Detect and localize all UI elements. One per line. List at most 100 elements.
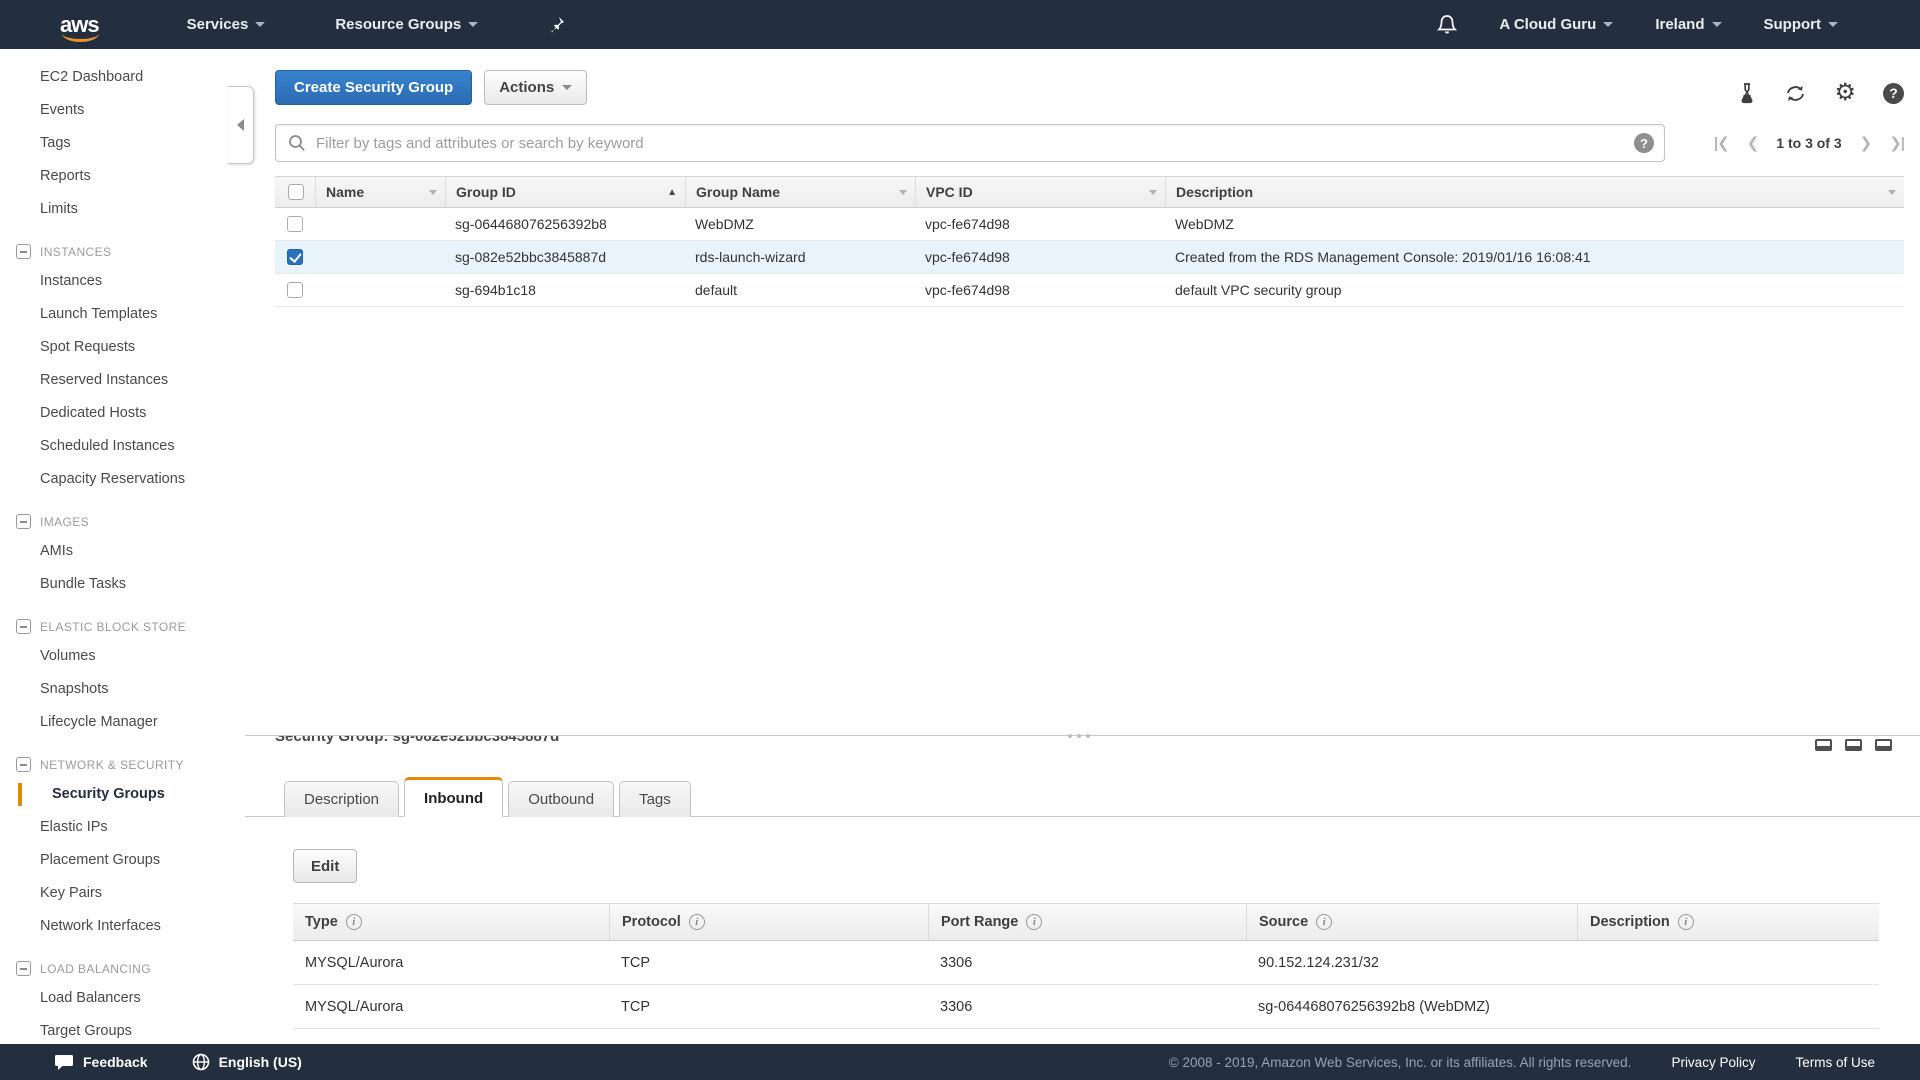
sidebar-item-dedicated-hosts[interactable]: Dedicated Hosts xyxy=(40,405,147,421)
table-row-selected[interactable]: sg-082e52bbc3845887d rds-launch-wizard v… xyxy=(275,241,1904,274)
sidebar-item-key-pairs[interactable]: Key Pairs xyxy=(40,885,103,901)
sidebar-item-amis[interactable]: AMIs xyxy=(40,543,74,559)
sidebar-item-bundle-tasks[interactable]: Bundle Tasks xyxy=(40,576,126,592)
nav-support-menu[interactable]: Support xyxy=(1764,16,1838,33)
settings-gear-icon[interactable]: ⚙ xyxy=(1834,79,1856,106)
first-page-button[interactable]: |❮ xyxy=(1713,135,1730,152)
sidebar-item-tags[interactable]: Tags xyxy=(40,135,71,151)
sidebar-item-load-balancers[interactable]: Load Balancers xyxy=(40,990,141,1006)
row-checkbox-checked[interactable] xyxy=(287,249,303,265)
sidebar-item-ec2-dashboard[interactable]: EC2 Dashboard xyxy=(40,69,144,85)
table-row[interactable]: sg-064468076256392b8 WebDMZ vpc-fe674d98… xyxy=(275,208,1904,241)
panel-minimize-icon[interactable] xyxy=(1815,739,1832,751)
select-all-checkbox[interactable] xyxy=(288,184,304,200)
tab-inbound[interactable]: Inbound xyxy=(404,777,504,817)
sidebar-item-security-groups[interactable]: Security Groups xyxy=(0,778,245,811)
table-row[interactable]: sg-694b1c18 default vpc-fe674d98 default… xyxy=(275,274,1904,307)
sidebar-item-launch-templates[interactable]: Launch Templates xyxy=(40,306,158,322)
edit-button[interactable]: Edit xyxy=(293,849,358,883)
section-label: INSTANCES xyxy=(40,244,112,259)
row-checkbox[interactable] xyxy=(287,216,303,232)
last-page-button[interactable]: ❯| xyxy=(1889,135,1905,152)
panel-split-icon[interactable] xyxy=(1845,739,1862,751)
filter-row: ? |❮ ❮ 1 to 3 of 3 ❯ ❯| xyxy=(275,124,1905,162)
sidebar-collapse-button[interactable] xyxy=(228,86,254,164)
sidebar-item-lifecycle-manager[interactable]: Lifecycle Manager xyxy=(40,714,158,730)
column-header-name[interactable]: Name xyxy=(315,177,445,207)
collapse-section-icon[interactable] xyxy=(16,514,31,529)
sidebar-item-network-interfaces[interactable]: Network Interfaces xyxy=(40,918,161,934)
column-header-description[interactable]: Description xyxy=(1165,177,1904,207)
notifications-bell-icon[interactable] xyxy=(1437,14,1458,36)
next-page-button[interactable]: ❯ xyxy=(1859,135,1873,152)
cell-vpc-id: vpc-fe674d98 xyxy=(925,249,1010,265)
feedback-button[interactable]: Feedback xyxy=(55,1053,148,1071)
sidebar-section-load-balancing: LOAD BALANCING xyxy=(0,955,245,982)
terms-of-use-link[interactable]: Terms of Use xyxy=(1795,1054,1875,1070)
row-checkbox-cell xyxy=(275,282,315,298)
sidebar-item-target-groups[interactable]: Target Groups xyxy=(40,1023,132,1039)
row-checkbox[interactable] xyxy=(287,282,303,298)
language-selector[interactable]: English (US) xyxy=(192,1053,302,1071)
sidebar-item-reports[interactable]: Reports xyxy=(40,168,91,184)
column-header-group-id[interactable]: Group ID ▲ xyxy=(445,177,685,207)
sidebar-item-reserved-instances[interactable]: Reserved Instances xyxy=(40,372,169,388)
collapse-section-icon[interactable] xyxy=(16,244,31,259)
sidebar-item-instances[interactable]: Instances xyxy=(40,273,103,289)
security-groups-table: Name Group ID ▲ Group Name VPC ID Descri… xyxy=(275,176,1904,307)
tab-tags[interactable]: Tags xyxy=(619,781,691,817)
sidebar-item-volumes[interactable]: Volumes xyxy=(40,648,96,664)
sidebar-item-events[interactable]: Events xyxy=(40,102,85,118)
panel-maximize-icon[interactable] xyxy=(1875,739,1892,751)
info-icon[interactable]: i xyxy=(1677,914,1694,930)
create-security-group-button[interactable]: Create Security Group xyxy=(275,70,473,105)
nav-account-menu[interactable]: A Cloud Guru xyxy=(1499,16,1614,33)
labs-flask-icon[interactable] xyxy=(1737,82,1757,104)
cell-group-id: sg-082e52bbc3845887d xyxy=(455,249,607,265)
sidebar-item-limits[interactable]: Limits xyxy=(40,201,78,217)
filter-input[interactable] xyxy=(316,134,1634,152)
tab-description[interactable]: Description xyxy=(284,781,400,817)
inbound-rules-table: Type i Protocol i Port Range i Source i … xyxy=(293,903,1879,1029)
sidebar-item-spot-requests[interactable]: Spot Requests xyxy=(40,339,136,355)
refresh-icon[interactable] xyxy=(1784,83,1807,104)
collapse-section-icon[interactable] xyxy=(16,619,31,634)
info-icon[interactable]: i xyxy=(688,914,705,930)
previous-page-button[interactable]: ❮ xyxy=(1746,135,1760,152)
sidebar-item-snapshots[interactable]: Snapshots xyxy=(40,681,109,697)
actions-button[interactable]: Actions xyxy=(484,70,588,105)
sidebar-item-placement-groups[interactable]: Placement Groups xyxy=(40,852,161,868)
collapse-section-icon[interactable] xyxy=(16,961,31,976)
rule-source: 90.152.124.231/32 xyxy=(1258,954,1379,971)
rule-source: sg-064468076256392b8 (WebDMZ) xyxy=(1258,998,1490,1015)
nav-region-menu[interactable]: Ireland xyxy=(1655,16,1722,33)
rules-column-protocol: Protocol i xyxy=(609,904,928,940)
filter-help-icon[interactable]: ? xyxy=(1634,133,1654,153)
pushpin-icon[interactable] xyxy=(550,16,566,34)
chevron-down-icon xyxy=(1711,22,1722,27)
rule-port-range: 3306 xyxy=(940,954,973,971)
nav-services-menu[interactable]: Services xyxy=(187,16,266,33)
column-header-group-name[interactable]: Group Name xyxy=(685,177,915,207)
info-icon[interactable]: i xyxy=(345,914,362,930)
table-header-row: Name Group ID ▲ Group Name VPC ID Descri… xyxy=(275,176,1904,208)
panel-title: Security Group: sg-082e52bbc3845887d xyxy=(275,736,560,745)
sidebar-item-scheduled-instances[interactable]: Scheduled Instances xyxy=(40,438,175,454)
panel-drag-handle[interactable] xyxy=(1065,731,1093,741)
section-label: NETWORK & SECURITY xyxy=(40,757,184,772)
nav-resource-groups-menu[interactable]: Resource Groups xyxy=(335,16,479,33)
info-icon[interactable]: i xyxy=(1316,914,1333,930)
row-checkbox-cell xyxy=(275,216,315,232)
cell-group-id: sg-064468076256392b8 xyxy=(455,216,607,232)
sidebar-item-capacity-reservations[interactable]: Capacity Reservations xyxy=(40,471,186,487)
aws-logo[interactable]: aws xyxy=(60,12,100,42)
sidebar-section-instances: INSTANCES xyxy=(0,238,245,265)
column-header-vpc-id[interactable]: VPC ID xyxy=(915,177,1165,207)
tab-outbound[interactable]: Outbound xyxy=(508,781,615,817)
info-icon[interactable]: i xyxy=(1026,914,1043,930)
sidebar-item-elastic-ips[interactable]: Elastic IPs xyxy=(40,819,108,835)
collapse-section-icon[interactable] xyxy=(16,757,31,772)
help-icon[interactable]: ? xyxy=(1883,82,1904,104)
chevron-down-icon xyxy=(468,22,479,27)
privacy-policy-link[interactable]: Privacy Policy xyxy=(1671,1054,1756,1070)
